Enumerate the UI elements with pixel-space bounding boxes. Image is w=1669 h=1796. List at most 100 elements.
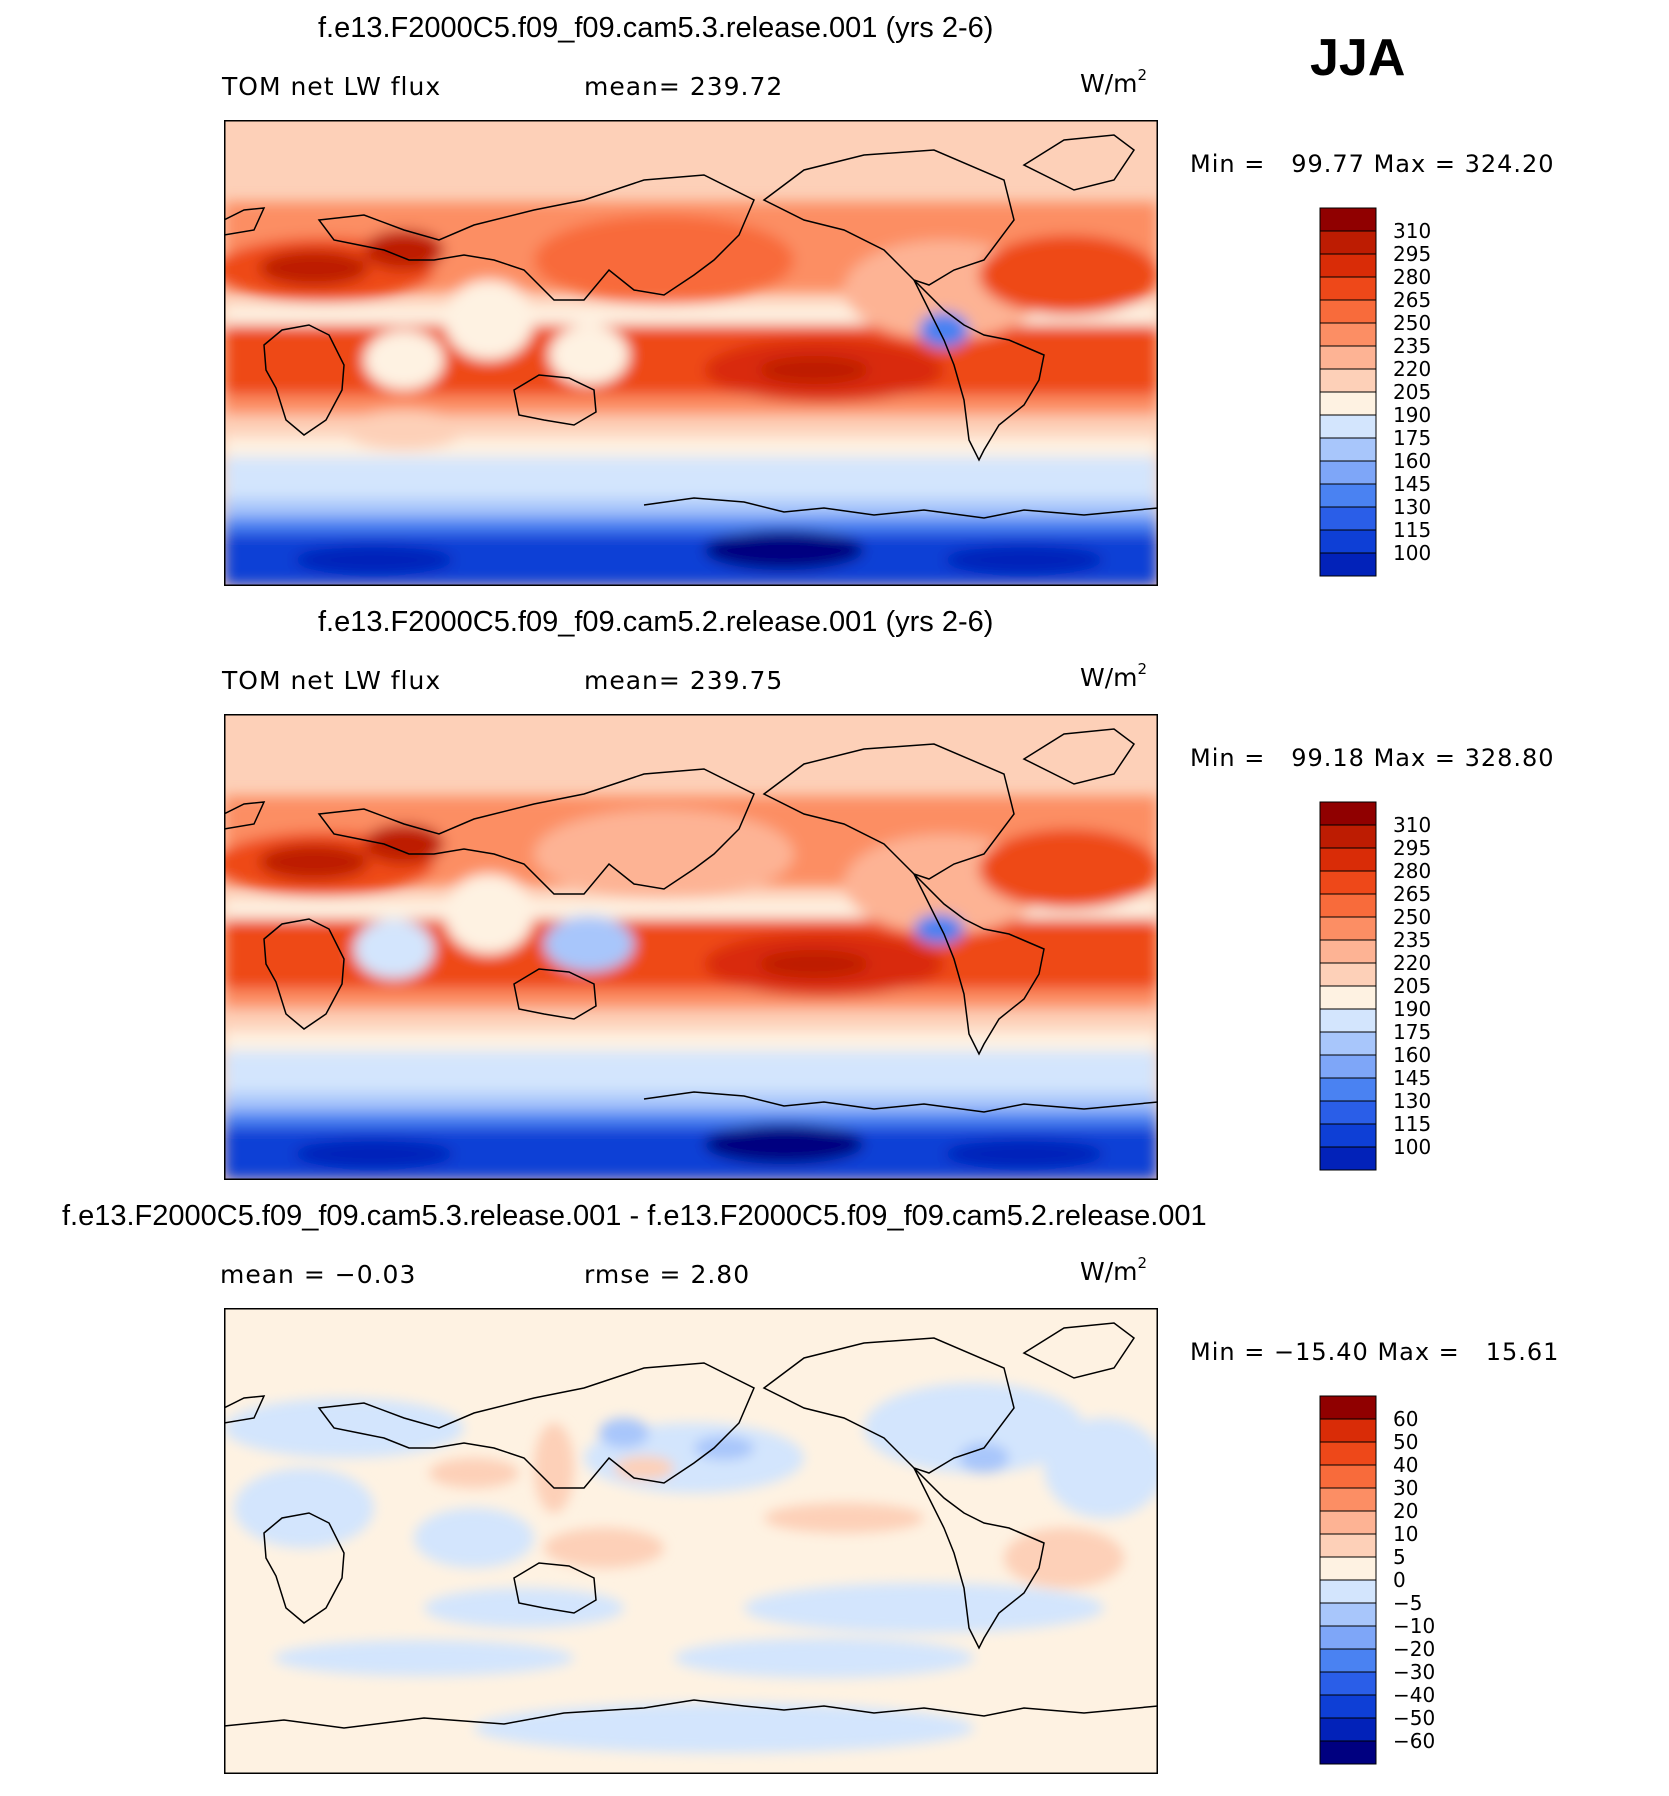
panel1-units: W/m2 bbox=[1080, 66, 1147, 98]
colorbar-tick-label: 60 bbox=[1393, 1407, 1418, 1431]
panel1-min-value: 99.77 bbox=[1291, 150, 1365, 178]
colorbar-tick-label: −5 bbox=[1393, 1591, 1422, 1615]
colorbar-box bbox=[1319, 1441, 1377, 1466]
colorbar-tick-label: 175 bbox=[1393, 1020, 1431, 1044]
colorbar-box bbox=[1319, 1008, 1377, 1033]
panel1-units-text: W/m bbox=[1080, 69, 1138, 98]
colorbar-tick-label: 145 bbox=[1393, 1066, 1431, 1090]
colorbar-box bbox=[1319, 506, 1377, 531]
panel3-rmse: rmse = 2.80 bbox=[584, 1260, 750, 1289]
colorbar-tick-label: 20 bbox=[1393, 1499, 1418, 1523]
colorbar-tick-label: 310 bbox=[1393, 813, 1431, 837]
colorbar-tick-label: 220 bbox=[1393, 951, 1431, 975]
colorbar-box bbox=[1319, 1146, 1377, 1171]
colorbar-box bbox=[1319, 460, 1377, 485]
colorbar-box bbox=[1319, 529, 1377, 554]
colorbar-tick-label: 295 bbox=[1393, 242, 1431, 266]
colorbar-tick-label: 250 bbox=[1393, 905, 1431, 929]
colorbar-box bbox=[1319, 414, 1377, 439]
panel3-units-text: W/m bbox=[1080, 1257, 1138, 1286]
colorbar-box bbox=[1319, 230, 1377, 255]
panel3-max-label: Max = bbox=[1377, 1338, 1460, 1366]
panel3-minmax: Min = −15.40 Max = 15.61 bbox=[1190, 1338, 1559, 1366]
panel1-units-exp: 2 bbox=[1137, 66, 1148, 84]
colorbar-tick-label: −30 bbox=[1393, 1660, 1435, 1684]
colorbar-tick-label: −40 bbox=[1393, 1683, 1435, 1707]
panel1-max-value: 324.20 bbox=[1464, 150, 1555, 178]
colorbar-tick-label: 5 bbox=[1393, 1545, 1406, 1569]
colorbar-box bbox=[1319, 437, 1377, 462]
colorbar-tick-label: 250 bbox=[1393, 311, 1431, 335]
colorbar-tick-label: −50 bbox=[1393, 1706, 1435, 1730]
colorbar-tick-label: 235 bbox=[1393, 928, 1431, 952]
colorbar-box bbox=[1319, 1077, 1377, 1102]
colorbar-tick-label: 10 bbox=[1393, 1522, 1418, 1546]
colorbar-tick-label: 115 bbox=[1393, 518, 1431, 542]
panel1-mean-label: mean= bbox=[584, 72, 681, 101]
colorbar-tick-label: 280 bbox=[1393, 859, 1431, 883]
colorbar-tick-label: 50 bbox=[1393, 1430, 1418, 1454]
colorbar-tick-label: 310 bbox=[1393, 219, 1431, 243]
colorbar-tick-label: 145 bbox=[1393, 472, 1431, 496]
panel2-units-exp: 2 bbox=[1137, 660, 1148, 678]
colorbar-box bbox=[1319, 916, 1377, 941]
colorbar-tick-label: −20 bbox=[1393, 1637, 1435, 1661]
colorbar-box bbox=[1319, 1556, 1377, 1581]
colorbar-box bbox=[1319, 847, 1377, 872]
panel1-minmax: Min = 99.77 Max = 324.20 bbox=[1190, 150, 1555, 178]
colorbar-tick-label: 130 bbox=[1393, 1089, 1431, 1113]
colorbar-box bbox=[1319, 1694, 1377, 1719]
colorbar-box bbox=[1319, 322, 1377, 347]
panel2-minmax: Min = 99.18 Max = 328.80 bbox=[1190, 744, 1555, 772]
colorbar-tick-label: 265 bbox=[1393, 288, 1431, 312]
colorbar-box bbox=[1319, 1510, 1377, 1535]
panel2-min-value: 99.18 bbox=[1291, 744, 1365, 772]
colorbar-box bbox=[1319, 870, 1377, 895]
panel2-mean-value: 239.75 bbox=[689, 666, 784, 695]
panel2-max-value: 328.80 bbox=[1464, 744, 1555, 772]
colorbar-box bbox=[1319, 483, 1377, 508]
colorbar-box bbox=[1319, 1740, 1377, 1765]
colorbar-tick-label: 130 bbox=[1393, 495, 1431, 519]
colorbar-tick-label: 100 bbox=[1393, 541, 1431, 565]
colorbar-box bbox=[1319, 1579, 1377, 1604]
panel2-min-label: Min = bbox=[1190, 744, 1266, 772]
colorbar-box bbox=[1319, 824, 1377, 849]
panel3-min-value: −15.40 bbox=[1273, 1338, 1369, 1366]
panel1-min-label: Min = bbox=[1190, 150, 1266, 178]
colorbar-box bbox=[1319, 801, 1377, 826]
panel3-title: f.e13.F2000C5.f09_f09.cam5.3.release.001… bbox=[62, 1200, 1207, 1232]
colorbar-tick-label: −60 bbox=[1393, 1729, 1435, 1753]
colorbar-tick-label: 175 bbox=[1393, 426, 1431, 450]
colorbar-box bbox=[1319, 1418, 1377, 1443]
colorbar-box bbox=[1319, 1671, 1377, 1696]
season-label: JJA bbox=[1310, 29, 1406, 87]
colorbar-box bbox=[1319, 1533, 1377, 1558]
panel1-mean-value: 239.72 bbox=[689, 72, 784, 101]
colorbar-box bbox=[1319, 1464, 1377, 1489]
colorbar-box bbox=[1319, 345, 1377, 370]
panel2-max-label: Max = bbox=[1373, 744, 1456, 772]
colorbar-box bbox=[1319, 207, 1377, 232]
colorbar-tick-label: 115 bbox=[1393, 1112, 1431, 1136]
colorbar-tick-label: 100 bbox=[1393, 1135, 1431, 1159]
colorbar-box bbox=[1319, 1123, 1377, 1148]
panel2-units-text: W/m bbox=[1080, 663, 1138, 692]
colorbar-box bbox=[1319, 1054, 1377, 1079]
colorbar-box bbox=[1319, 276, 1377, 301]
colorbar-box bbox=[1319, 1648, 1377, 1673]
panel3-units: W/m2 bbox=[1080, 1254, 1147, 1286]
colorbar-box bbox=[1319, 1395, 1377, 1420]
colorbar-tick-label: 40 bbox=[1393, 1453, 1418, 1477]
colorbar-tick-label: 220 bbox=[1393, 357, 1431, 381]
panel1-map bbox=[224, 120, 1158, 586]
colorbar-box bbox=[1319, 253, 1377, 278]
colorbar-box bbox=[1319, 299, 1377, 324]
panel1-max-label: Max = bbox=[1373, 150, 1456, 178]
panel3-mean: mean = −0.03 bbox=[220, 1260, 416, 1289]
colorbar-tick-label: −10 bbox=[1393, 1614, 1435, 1638]
panel2-mean: mean= 239.75 bbox=[584, 666, 783, 695]
colorbar-box bbox=[1319, 893, 1377, 918]
colorbar-box bbox=[1319, 552, 1377, 577]
